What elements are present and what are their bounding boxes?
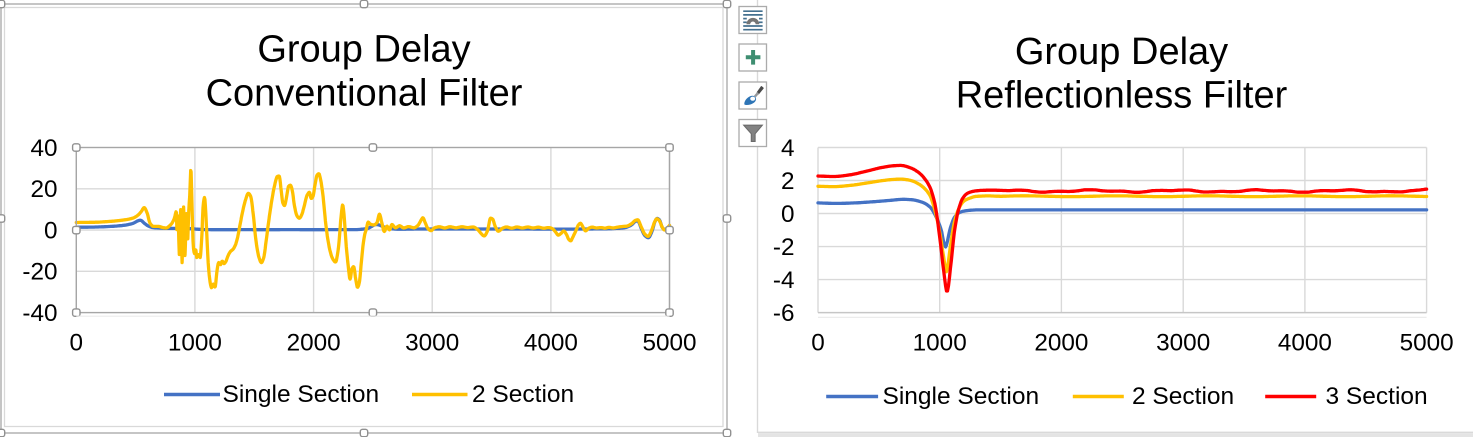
svg-text:0: 0 [781,201,795,228]
svg-text:-2: -2 [773,234,795,261]
svg-text:0: 0 [70,330,84,357]
svg-text:3 Section: 3 Section [1326,383,1428,410]
svg-text:2000: 2000 [287,330,341,357]
svg-text:Group Delay: Group Delay [257,29,470,71]
svg-text:4000: 4000 [524,330,578,357]
svg-text:-4: -4 [773,267,795,294]
svg-text:-20: -20 [22,259,57,286]
svg-text:2: 2 [781,168,795,195]
svg-text:Group Delay: Group Delay [1015,31,1228,73]
svg-text:2 Section: 2 Section [472,381,574,408]
svg-text:3000: 3000 [405,330,459,357]
svg-text:5000: 5000 [1400,330,1454,357]
svg-text:Reflectionless Filter: Reflectionless Filter [956,75,1288,117]
svg-text:Conventional Filter: Conventional Filter [206,72,523,114]
svg-text:5000: 5000 [642,330,696,357]
svg-text:4000: 4000 [1278,330,1332,357]
svg-text:20: 20 [30,176,57,203]
svg-text:-6: -6 [773,300,795,327]
svg-text:3000: 3000 [1156,330,1210,357]
svg-text:0: 0 [44,218,58,245]
svg-text:40: 40 [30,135,57,162]
svg-text:2 Section: 2 Section [1132,383,1234,410]
svg-text:Single Section: Single Section [883,383,1040,410]
svg-text:0: 0 [811,330,825,357]
svg-text:4: 4 [781,135,795,162]
svg-text:1000: 1000 [913,330,967,357]
svg-text:1000: 1000 [168,330,222,357]
svg-text:Single Section: Single Section [223,381,380,408]
svg-text:-40: -40 [22,300,57,327]
svg-text:2000: 2000 [1034,330,1088,357]
